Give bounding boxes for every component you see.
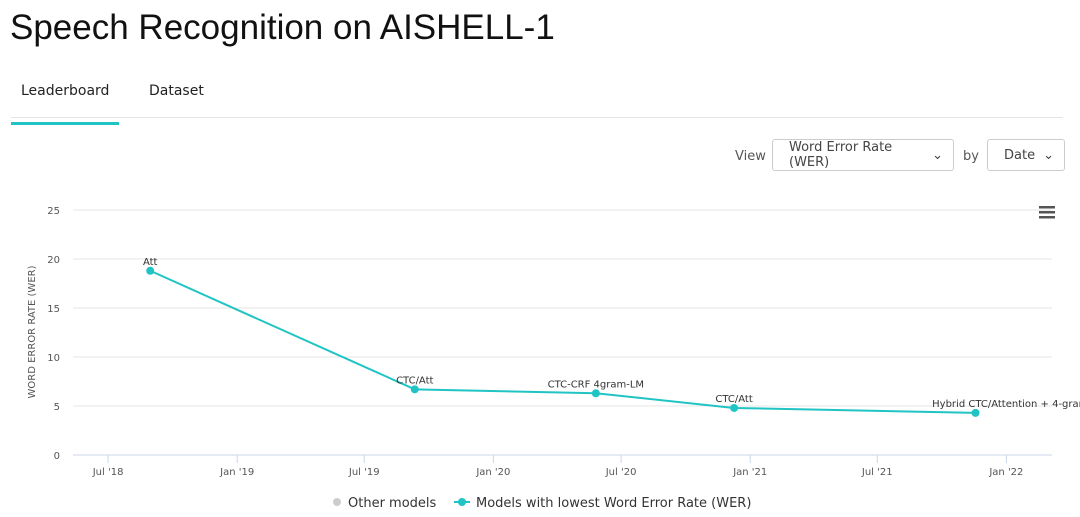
x-tick-label: Jul '20 bbox=[605, 467, 637, 478]
x-tick-label: Jan '20 bbox=[475, 467, 510, 478]
data-label: CTC/Att bbox=[715, 394, 752, 405]
tab-bar: Leaderboard Dataset bbox=[11, 70, 1063, 125]
page-title: Speech Recognition on AISHELL-1 bbox=[10, 8, 555, 47]
x-tick-label: Jul '19 bbox=[348, 467, 380, 478]
by-select-value: Date bbox=[1004, 147, 1036, 163]
y-tick-label: 10 bbox=[47, 353, 60, 364]
svg-text:Models with lowest Word Error: Models with lowest Word Error Rate (WER) bbox=[476, 496, 751, 511]
data-point bbox=[730, 403, 739, 412]
tab-dataset[interactable]: Dataset bbox=[149, 83, 204, 99]
y-tick-label: 5 bbox=[54, 402, 60, 413]
y-tick-label: 20 bbox=[47, 255, 60, 266]
x-tick-label: Jan '21 bbox=[732, 467, 767, 478]
by-select[interactable]: Date ⌄ bbox=[987, 139, 1065, 171]
chevron-down-icon: ⌄ bbox=[932, 147, 943, 163]
x-tick-label: Jan '22 bbox=[988, 467, 1023, 478]
view-select-value: Word Error Rate (WER) bbox=[789, 140, 893, 170]
view-select[interactable]: Word Error Rate (WER) ⌄ bbox=[772, 139, 954, 171]
data-point bbox=[146, 266, 155, 275]
legend-best[interactable]: Models with lowest Word Error Rate (WER) bbox=[454, 496, 751, 511]
data-label: CTC-CRF 4gram-LM bbox=[548, 379, 644, 390]
x-tick-label: Jan '19 bbox=[219, 467, 254, 478]
x-tick-label: Jul '21 bbox=[861, 467, 893, 478]
tab-leaderboard[interactable]: Leaderboard bbox=[11, 83, 120, 125]
data-label: CTC/Att bbox=[396, 375, 433, 386]
menu-icon[interactable] bbox=[1039, 206, 1055, 219]
y-tick-label: 0 bbox=[54, 451, 60, 462]
data-point bbox=[591, 389, 600, 398]
y-tick-label: 15 bbox=[47, 304, 60, 315]
legend-other[interactable]: Other models bbox=[333, 496, 437, 511]
data-label: Att bbox=[143, 257, 158, 268]
svg-text:Other models: Other models bbox=[348, 496, 437, 511]
by-label: by bbox=[963, 149, 979, 164]
x-tick-label: Jul '18 bbox=[92, 467, 124, 478]
y-axis-label: WORD ERROR RATE (WER) bbox=[27, 265, 38, 398]
data-point bbox=[410, 385, 419, 394]
data-point bbox=[971, 408, 980, 417]
chevron-down-icon: ⌄ bbox=[1043, 147, 1054, 163]
series-line bbox=[149, 269, 976, 414]
view-label: View bbox=[735, 149, 766, 164]
data-label: Hybrid CTC/Attention + 4-gram LM (from i… bbox=[932, 399, 1080, 410]
y-tick-label: 25 bbox=[47, 206, 60, 217]
